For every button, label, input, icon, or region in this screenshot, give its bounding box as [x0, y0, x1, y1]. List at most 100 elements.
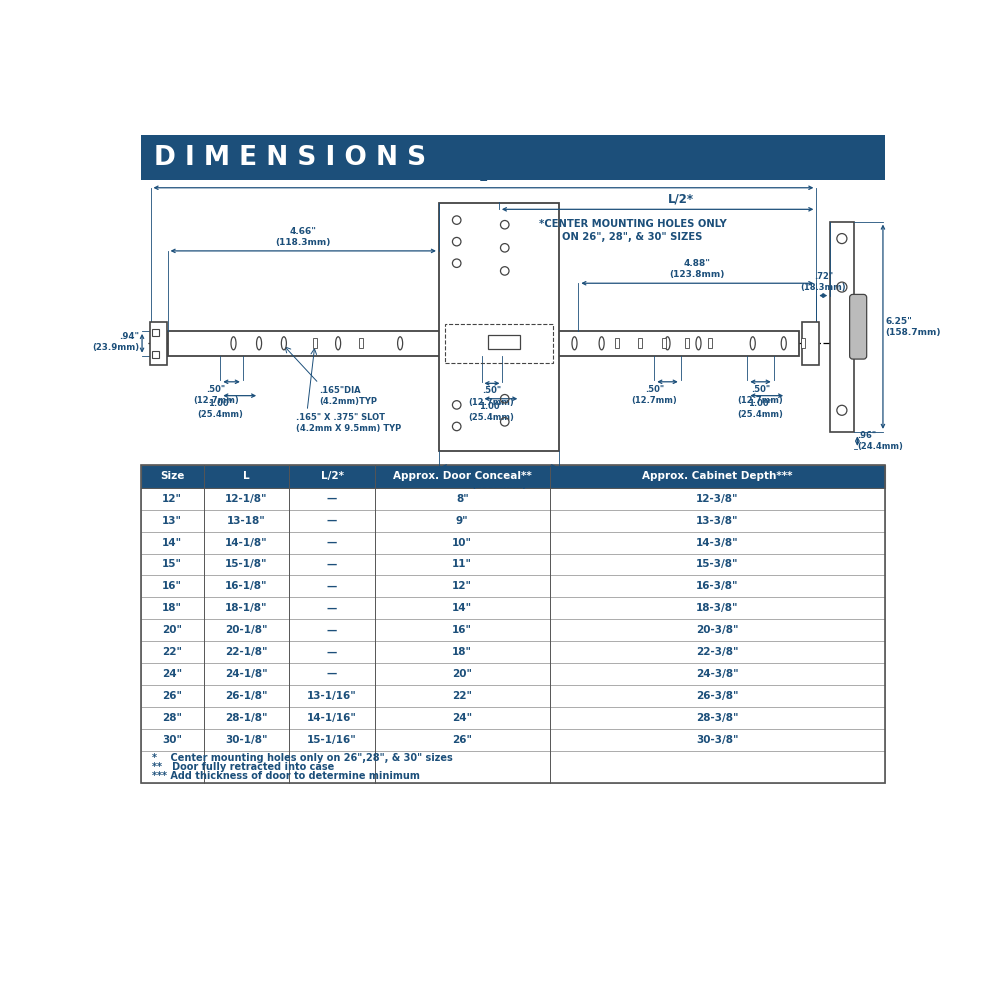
Text: —: — — [327, 603, 337, 613]
Text: —: — — [327, 494, 337, 504]
Bar — [140, 641, 885, 663]
Text: L: L — [479, 171, 488, 184]
Bar — [313, 338, 317, 348]
Bar — [140, 729, 885, 751]
Bar — [830, 222, 854, 432]
Bar — [140, 135, 885, 180]
Ellipse shape — [599, 337, 604, 350]
Bar — [168, 331, 799, 356]
Bar — [359, 338, 363, 348]
Text: 22": 22" — [452, 691, 472, 701]
Text: 28-1/8": 28-1/8" — [225, 713, 268, 723]
Bar — [685, 338, 689, 348]
Text: .96"
(24.4mm): .96" (24.4mm) — [857, 431, 903, 451]
Bar — [140, 532, 885, 554]
Bar — [445, 324, 553, 363]
Bar — [150, 322, 167, 365]
Text: 24-3/8": 24-3/8" — [696, 669, 738, 679]
Text: 20": 20" — [452, 669, 472, 679]
Bar — [708, 338, 712, 348]
Bar — [140, 663, 885, 685]
Text: 18-3/8": 18-3/8" — [696, 603, 738, 613]
Ellipse shape — [398, 337, 403, 350]
FancyBboxPatch shape — [850, 294, 867, 359]
Text: *** Add thickness of door to determine minimum: *** Add thickness of door to determine m… — [152, 771, 420, 781]
Bar — [140, 707, 885, 729]
Text: 26": 26" — [162, 691, 182, 701]
Text: —: — — [327, 647, 337, 657]
Bar — [439, 203, 559, 451]
Text: 30-1/8": 30-1/8" — [225, 735, 268, 745]
Text: L/2*: L/2* — [668, 192, 694, 205]
Bar — [140, 510, 885, 532]
Text: 22-3/8": 22-3/8" — [696, 647, 738, 657]
Bar — [488, 335, 520, 349]
Text: —: — — [327, 669, 337, 679]
Text: 1.00"
(25.4mm): 1.00" (25.4mm) — [469, 402, 515, 422]
Ellipse shape — [750, 337, 755, 350]
Bar — [802, 322, 819, 365]
Text: .165" X .375" SLOT
(4.2mm X 9.5mm) TYP: .165" X .375" SLOT (4.2mm X 9.5mm) TYP — [296, 413, 401, 433]
Text: —: — — [327, 538, 337, 548]
Text: D I M E N S I O N S: D I M E N S I O N S — [154, 145, 427, 171]
Text: 24": 24" — [452, 713, 472, 723]
Text: 12-1/8": 12-1/8" — [225, 494, 268, 504]
Text: .72"
(18.3mm): .72" (18.3mm) — [800, 272, 846, 292]
Ellipse shape — [281, 337, 286, 350]
Ellipse shape — [231, 337, 236, 350]
Bar — [140, 465, 885, 488]
Bar — [662, 338, 666, 348]
Bar — [152, 329, 159, 336]
Text: 13-1/16": 13-1/16" — [307, 691, 357, 701]
Text: 28-3/8": 28-3/8" — [696, 713, 738, 723]
Text: 1.00"
(25.4mm): 1.00" (25.4mm) — [197, 399, 243, 419]
Text: 18": 18" — [162, 603, 182, 613]
Text: *    Center mounting holes only on 26",28", & 30" sizes: * Center mounting holes only on 26",28",… — [152, 753, 453, 763]
Text: 14-1/16": 14-1/16" — [307, 713, 357, 723]
Text: 24": 24" — [162, 669, 182, 679]
Text: .50"
(12.7mm): .50" (12.7mm) — [469, 386, 514, 407]
Text: 30-3/8": 30-3/8" — [696, 735, 738, 745]
Text: 16-1/8": 16-1/8" — [225, 581, 268, 591]
Text: 18-1/8": 18-1/8" — [225, 603, 268, 613]
Ellipse shape — [257, 337, 262, 350]
Text: 26-3/8": 26-3/8" — [696, 691, 738, 701]
Text: 16-3/8": 16-3/8" — [696, 581, 738, 591]
Text: 4.66"
(118.3mm): 4.66" (118.3mm) — [276, 227, 331, 247]
Text: 6.25"
(158.7mm): 6.25" (158.7mm) — [885, 317, 941, 337]
Text: 15-1/16": 15-1/16" — [307, 735, 357, 745]
Bar — [140, 619, 885, 641]
Text: 15-3/8": 15-3/8" — [696, 559, 738, 569]
Text: 12": 12" — [452, 581, 472, 591]
Text: .94"
(23.9mm): .94" (23.9mm) — [93, 332, 140, 352]
Text: 22-1/8": 22-1/8" — [225, 647, 268, 657]
Text: 24-1/8": 24-1/8" — [225, 669, 268, 679]
Text: 20-3/8": 20-3/8" — [696, 625, 738, 635]
Bar — [140, 465, 885, 783]
Text: 20-1/8": 20-1/8" — [225, 625, 268, 635]
Text: 1.00"
(25.4mm): 1.00" (25.4mm) — [738, 399, 783, 419]
Bar — [638, 338, 642, 348]
Text: 14": 14" — [162, 538, 182, 548]
Ellipse shape — [336, 337, 341, 350]
Text: .165"DIA
(4.2mm)TYP: .165"DIA (4.2mm)TYP — [319, 386, 377, 406]
Text: .50"
(12.7mm): .50" (12.7mm) — [631, 385, 677, 405]
Text: 4.19"
(106.4mm): 4.19" (106.4mm) — [471, 470, 527, 490]
Text: —: — — [327, 625, 337, 635]
Text: Approx. Door Conceal**: Approx. Door Conceal** — [393, 471, 532, 481]
Text: *CENTER MOUNTING HOLES ONLY
ON 26", 28", & 30" SIZES: *CENTER MOUNTING HOLES ONLY ON 26", 28",… — [539, 219, 726, 242]
Text: **   Door fully retracted into case: ** Door fully retracted into case — [152, 762, 334, 772]
Text: —: — — [327, 516, 337, 526]
Text: 9": 9" — [456, 516, 469, 526]
Text: 13": 13" — [162, 516, 182, 526]
Ellipse shape — [665, 337, 670, 350]
Bar — [140, 597, 885, 619]
Text: 26": 26" — [452, 735, 472, 745]
Ellipse shape — [781, 337, 786, 350]
Text: 22": 22" — [162, 647, 182, 657]
Text: 14-3/8": 14-3/8" — [696, 538, 738, 548]
Text: —: — — [327, 581, 337, 591]
Text: 14": 14" — [452, 603, 472, 613]
Text: 11": 11" — [452, 559, 472, 569]
Text: 26-1/8": 26-1/8" — [225, 691, 268, 701]
